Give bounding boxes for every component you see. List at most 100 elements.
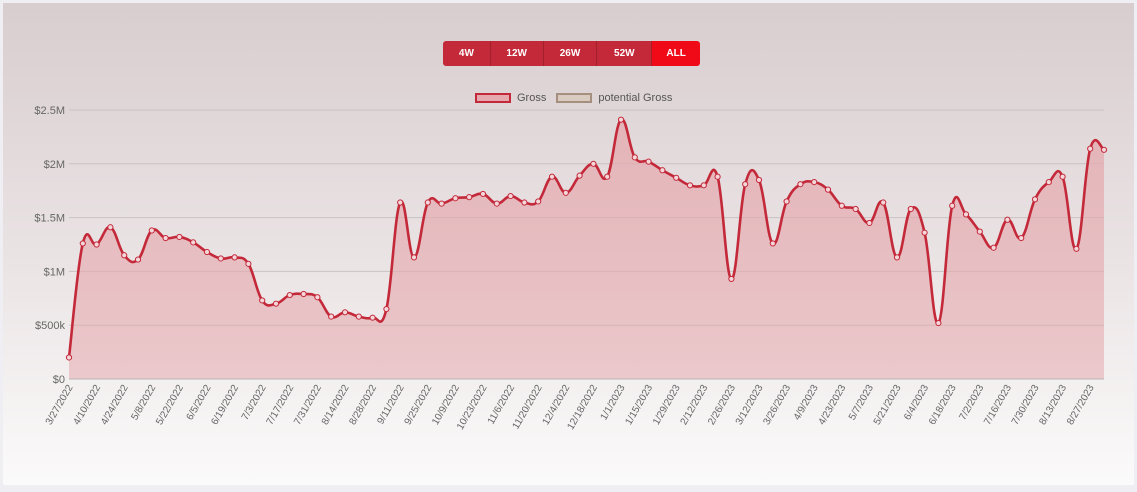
y-tick-label: $1M — [44, 266, 65, 278]
data-point — [866, 219, 873, 227]
data-point — [893, 254, 901, 261]
legend-item-gross[interactable]: Gross — [475, 92, 546, 104]
data-point — [466, 194, 473, 201]
data-point — [328, 313, 335, 320]
data-point — [907, 205, 914, 213]
chart-card: 4W 12W 26W 52W ALL Gross potential Gross… — [3, 3, 1134, 485]
data-point — [521, 199, 528, 206]
x-tick-label: 4/9/2023 — [792, 383, 821, 423]
data-point — [686, 182, 694, 189]
data-point — [576, 172, 583, 179]
x-tick-label: 5/22/2022 — [154, 383, 186, 427]
data-point — [355, 313, 362, 320]
data-point — [300, 290, 307, 298]
data-point — [990, 244, 997, 251]
data-point — [397, 199, 404, 206]
data-point — [590, 160, 597, 167]
data-point — [1018, 234, 1025, 242]
x-tick-label: 6/18/2023 — [927, 383, 959, 427]
data-point — [1073, 245, 1080, 252]
data-point — [121, 252, 128, 259]
range-button-4w[interactable]: 4W — [443, 41, 491, 66]
data-point — [838, 202, 845, 209]
data-point — [755, 176, 763, 184]
data-point — [769, 240, 776, 247]
x-tick-label: 7/2/2023 — [957, 383, 986, 423]
data-point — [976, 228, 983, 235]
x-tick-label: 4/23/2023 — [817, 383, 849, 427]
data-point — [548, 173, 556, 180]
data-point — [1004, 216, 1011, 223]
legend-label-potential-gross: potential Gross — [598, 92, 673, 104]
data-point — [783, 198, 790, 205]
y-tick-label: $500k — [35, 320, 65, 332]
data-point — [659, 167, 666, 174]
data-point — [438, 200, 445, 207]
data-point — [134, 256, 142, 263]
x-tick-label: 6/4/2023 — [902, 383, 931, 423]
data-point — [921, 229, 928, 236]
data-point — [949, 202, 956, 209]
x-tick-label: 6/5/2022 — [185, 383, 214, 423]
y-tick-label: $0 — [53, 374, 65, 386]
data-point — [604, 173, 611, 180]
data-point — [728, 275, 735, 283]
data-point — [1100, 146, 1108, 153]
data-point — [286, 291, 293, 299]
data-point — [714, 173, 721, 180]
data-point — [341, 309, 349, 316]
x-tick-label: 1/1/2023 — [599, 383, 628, 423]
x-tick-label: 9/11/2022 — [375, 383, 407, 427]
x-tick-label: 5/21/2023 — [872, 383, 904, 427]
data-point — [962, 211, 970, 218]
x-tick-label: 7/3/2022 — [240, 383, 269, 423]
time-range-selector: 4W 12W 26W 52W ALL — [443, 41, 700, 66]
data-point — [107, 224, 114, 231]
data-point — [645, 158, 652, 165]
y-tick-label: $2M — [44, 159, 65, 171]
data-point — [742, 181, 749, 188]
legend-label-gross: Gross — [517, 92, 547, 104]
x-tick-label: 6/19/2022 — [209, 383, 241, 427]
data-point — [272, 300, 280, 307]
data-point — [217, 255, 224, 262]
data-point — [700, 182, 707, 189]
data-point — [1059, 173, 1066, 180]
data-point — [79, 240, 86, 247]
x-tick-label: 4/24/2022 — [99, 383, 131, 427]
x-tick-label: 8/27/2023 — [1065, 383, 1097, 427]
data-point — [935, 319, 942, 327]
data-point — [203, 248, 211, 256]
data-point — [631, 154, 638, 161]
data-point — [93, 241, 100, 248]
x-tick-label: 5/7/2023 — [847, 383, 876, 423]
data-point — [493, 200, 500, 207]
x-tick-label: 3/26/2023 — [761, 383, 793, 427]
legend-swatch-potential-gross — [556, 93, 593, 103]
data-point — [811, 178, 818, 186]
data-point — [507, 192, 514, 200]
data-point — [452, 195, 459, 202]
data-point — [176, 233, 183, 241]
gross-area-fill — [69, 119, 1104, 379]
range-button-26w[interactable]: 26W — [543, 41, 598, 66]
data-point — [1045, 178, 1052, 186]
data-point — [880, 199, 887, 206]
data-point — [314, 294, 321, 301]
data-point — [852, 205, 859, 213]
range-button-52w[interactable]: 52W — [597, 41, 653, 66]
data-point — [535, 198, 542, 205]
data-point — [617, 116, 625, 123]
x-tick-label: 11/6/2022 — [486, 383, 518, 427]
data-point — [65, 354, 73, 361]
data-point — [410, 254, 418, 261]
legend-swatch-gross — [475, 93, 511, 103]
legend-item-potential-gross[interactable]: potential Gross — [556, 92, 672, 104]
chart-legend: Gross potential Gross — [475, 90, 682, 106]
data-point — [369, 314, 376, 321]
gross-area-chart: $0$500k$1M$1.5M$2M$2.5M 3/27/20224/10/20… — [34, 105, 1108, 432]
data-point — [1031, 196, 1039, 203]
data-point — [797, 181, 804, 188]
range-button-12w[interactable]: 12W — [490, 41, 544, 66]
range-button-all[interactable]: ALL — [652, 41, 700, 66]
